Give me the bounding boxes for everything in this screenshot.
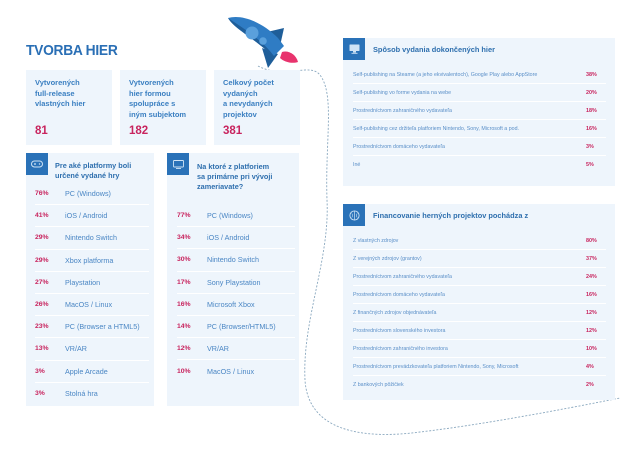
list-item: 76% PC (Windows) bbox=[35, 183, 149, 206]
list-item: Prostredníctvom zahraničného vydavateľa 1… bbox=[353, 102, 606, 120]
list-item: Z verejných zdrojov (grantov) 37% bbox=[353, 250, 606, 268]
stat-card-collab-games: Vytvorených hier formou spolupráce s iný… bbox=[120, 70, 206, 145]
list-item: 30% Nintendo Switch bbox=[177, 249, 295, 272]
focus-platforms-list: 77% PC (Windows) 34% iOS / Android 30% Nint… bbox=[177, 205, 295, 383]
list-item: 3% Apple Arcade bbox=[35, 361, 149, 383]
list-item: 26% MacOS / Linux bbox=[35, 294, 149, 317]
stat-card-total-projects: Celkový počet vydaných a nevydaných proj… bbox=[214, 70, 300, 145]
stat-card-own-games: Vytvorených full-release vlastných hier … bbox=[26, 70, 112, 145]
list-item: Self-publishing vo forme vydania na webe… bbox=[353, 84, 606, 102]
release-method-panel: Spôsob vydania dokončených hier Self-pub… bbox=[343, 38, 615, 186]
gamepad-icon bbox=[26, 153, 48, 175]
focus-platforms-panel: Na ktoré z platforiem sa primárne pri vý… bbox=[167, 153, 299, 406]
panel-title: Spôsob vydania dokončených hier bbox=[373, 45, 495, 54]
list-item: 3% Stolná hra bbox=[35, 389, 98, 399]
monitor-icon bbox=[167, 153, 189, 175]
list-item: 29% Xbox platforma bbox=[35, 250, 149, 272]
list-item: Z vlastných zdrojov 80% bbox=[353, 232, 606, 250]
stat-label: Vytvorených full-release vlastných hier bbox=[35, 78, 86, 108]
list-item: Prostredníctvom slovenského investora 12% bbox=[353, 322, 606, 340]
panel-title: Pre aké platformy boli určené vydané hry bbox=[55, 161, 132, 180]
list-item: Prostredníctvom domáceho vydavateľa 3% bbox=[353, 138, 606, 156]
list-item: 10% MacOS / Linux bbox=[177, 366, 255, 376]
list-item: Self-publishing cez držiteľa platforiem … bbox=[353, 120, 606, 138]
release-method-list: Self-publishing na Steame (a jeho ekviva… bbox=[353, 66, 606, 174]
list-item: Z bankových pôžičiek 2% bbox=[353, 382, 594, 388]
stat-label: Vytvorených hier formou spolupráce s iný… bbox=[129, 78, 187, 119]
list-item: 34% iOS / Android bbox=[177, 227, 295, 250]
list-item: 23% PC (Browser a HTML5) bbox=[35, 316, 149, 339]
stat-value: 81 bbox=[35, 125, 48, 137]
stat-value: 182 bbox=[129, 125, 149, 137]
stat-value: 381 bbox=[223, 125, 243, 137]
funding-list: Z vlastných zdrojov 80% Z verejných zdroj… bbox=[353, 232, 606, 394]
list-item: 14% PC (Browser/HTML5) bbox=[177, 316, 295, 339]
list-item: 17% Sony Playstation bbox=[177, 272, 295, 294]
list-item: 41% iOS / Android bbox=[35, 205, 149, 228]
list-item: Prostredníctvom zahraničného vydavateľa 2… bbox=[353, 268, 606, 286]
list-item: 29% Nintendo Switch bbox=[35, 227, 149, 250]
list-item: 12% VR/AR bbox=[177, 338, 295, 361]
list-item: 16% Microsoft Xbox bbox=[177, 294, 295, 316]
panel-title: Financovanie herných projektov pochádza … bbox=[373, 211, 529, 220]
stat-label: Celkový počet vydaných a nevydaných proj… bbox=[223, 78, 274, 119]
list-item: Prostredníctvom domáceho vydavateľa 16% bbox=[353, 286, 606, 304]
list-item: Z finančných zdrojov objednávateľa 12% bbox=[353, 304, 606, 322]
released-platforms-panel: Pre aké platformy boli určené vydané hry… bbox=[26, 153, 154, 406]
page-title: TVORBA HIER bbox=[26, 42, 118, 59]
list-item: 27% Playstation bbox=[35, 272, 149, 294]
released-platforms-list: 76% PC (Windows) 41% iOS / Android 29% Nint… bbox=[35, 183, 149, 405]
funding-panel: Financovanie herných projektov pochádza … bbox=[343, 204, 615, 400]
desktop-icon bbox=[343, 38, 365, 60]
rocket-icon bbox=[228, 16, 298, 68]
list-item: Iné 5% bbox=[353, 162, 594, 168]
panel-title: Na ktoré z platforiem sa primárne pri vý… bbox=[197, 162, 273, 191]
list-item: Self-publishing na Steame (a jeho ekviva… bbox=[353, 66, 606, 84]
list-item: Prostredníctvom prevádzkovateľa platfori… bbox=[353, 358, 606, 376]
list-item: Prostredníctvom zahraničného investora 10… bbox=[353, 340, 606, 358]
brain-icon bbox=[343, 204, 365, 226]
list-item: 77% PC (Windows) bbox=[177, 205, 295, 228]
list-item: 13% VR/AR bbox=[35, 338, 149, 361]
